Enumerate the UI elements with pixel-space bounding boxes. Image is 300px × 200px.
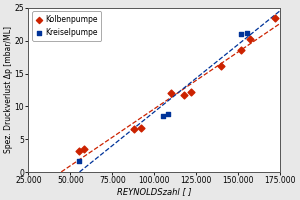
- X-axis label: REYNOLDSzahl [ ]: REYNOLDSzahl [ ]: [117, 187, 191, 196]
- Kolbenpumpe: [81, 148, 86, 151]
- Kreiselpumpe: [160, 115, 165, 118]
- Kolbenpumpe: [239, 49, 244, 52]
- Kolbenpumpe: [76, 150, 81, 153]
- Kreiselpumpe: [76, 159, 81, 163]
- Kreiselpumpe: [244, 31, 249, 34]
- Kolbenpumpe: [189, 90, 194, 94]
- Kolbenpumpe: [219, 64, 224, 67]
- Kolbenpumpe: [138, 126, 143, 129]
- Kolbenpumpe: [132, 128, 136, 131]
- Kreiselpumpe: [165, 113, 170, 116]
- Legend: Kolbenpumpe, Kreiselpumpe: Kolbenpumpe, Kreiselpumpe: [32, 11, 101, 41]
- Kolbenpumpe: [273, 16, 278, 19]
- Y-axis label: Spez. Druckverlust Δp [mbar/ML]: Spez. Druckverlust Δp [mbar/ML]: [4, 26, 13, 153]
- Kolbenpumpe: [169, 92, 173, 95]
- Kreiselpumpe: [239, 32, 244, 36]
- Kolbenpumpe: [248, 38, 252, 41]
- Kolbenpumpe: [182, 94, 187, 97]
